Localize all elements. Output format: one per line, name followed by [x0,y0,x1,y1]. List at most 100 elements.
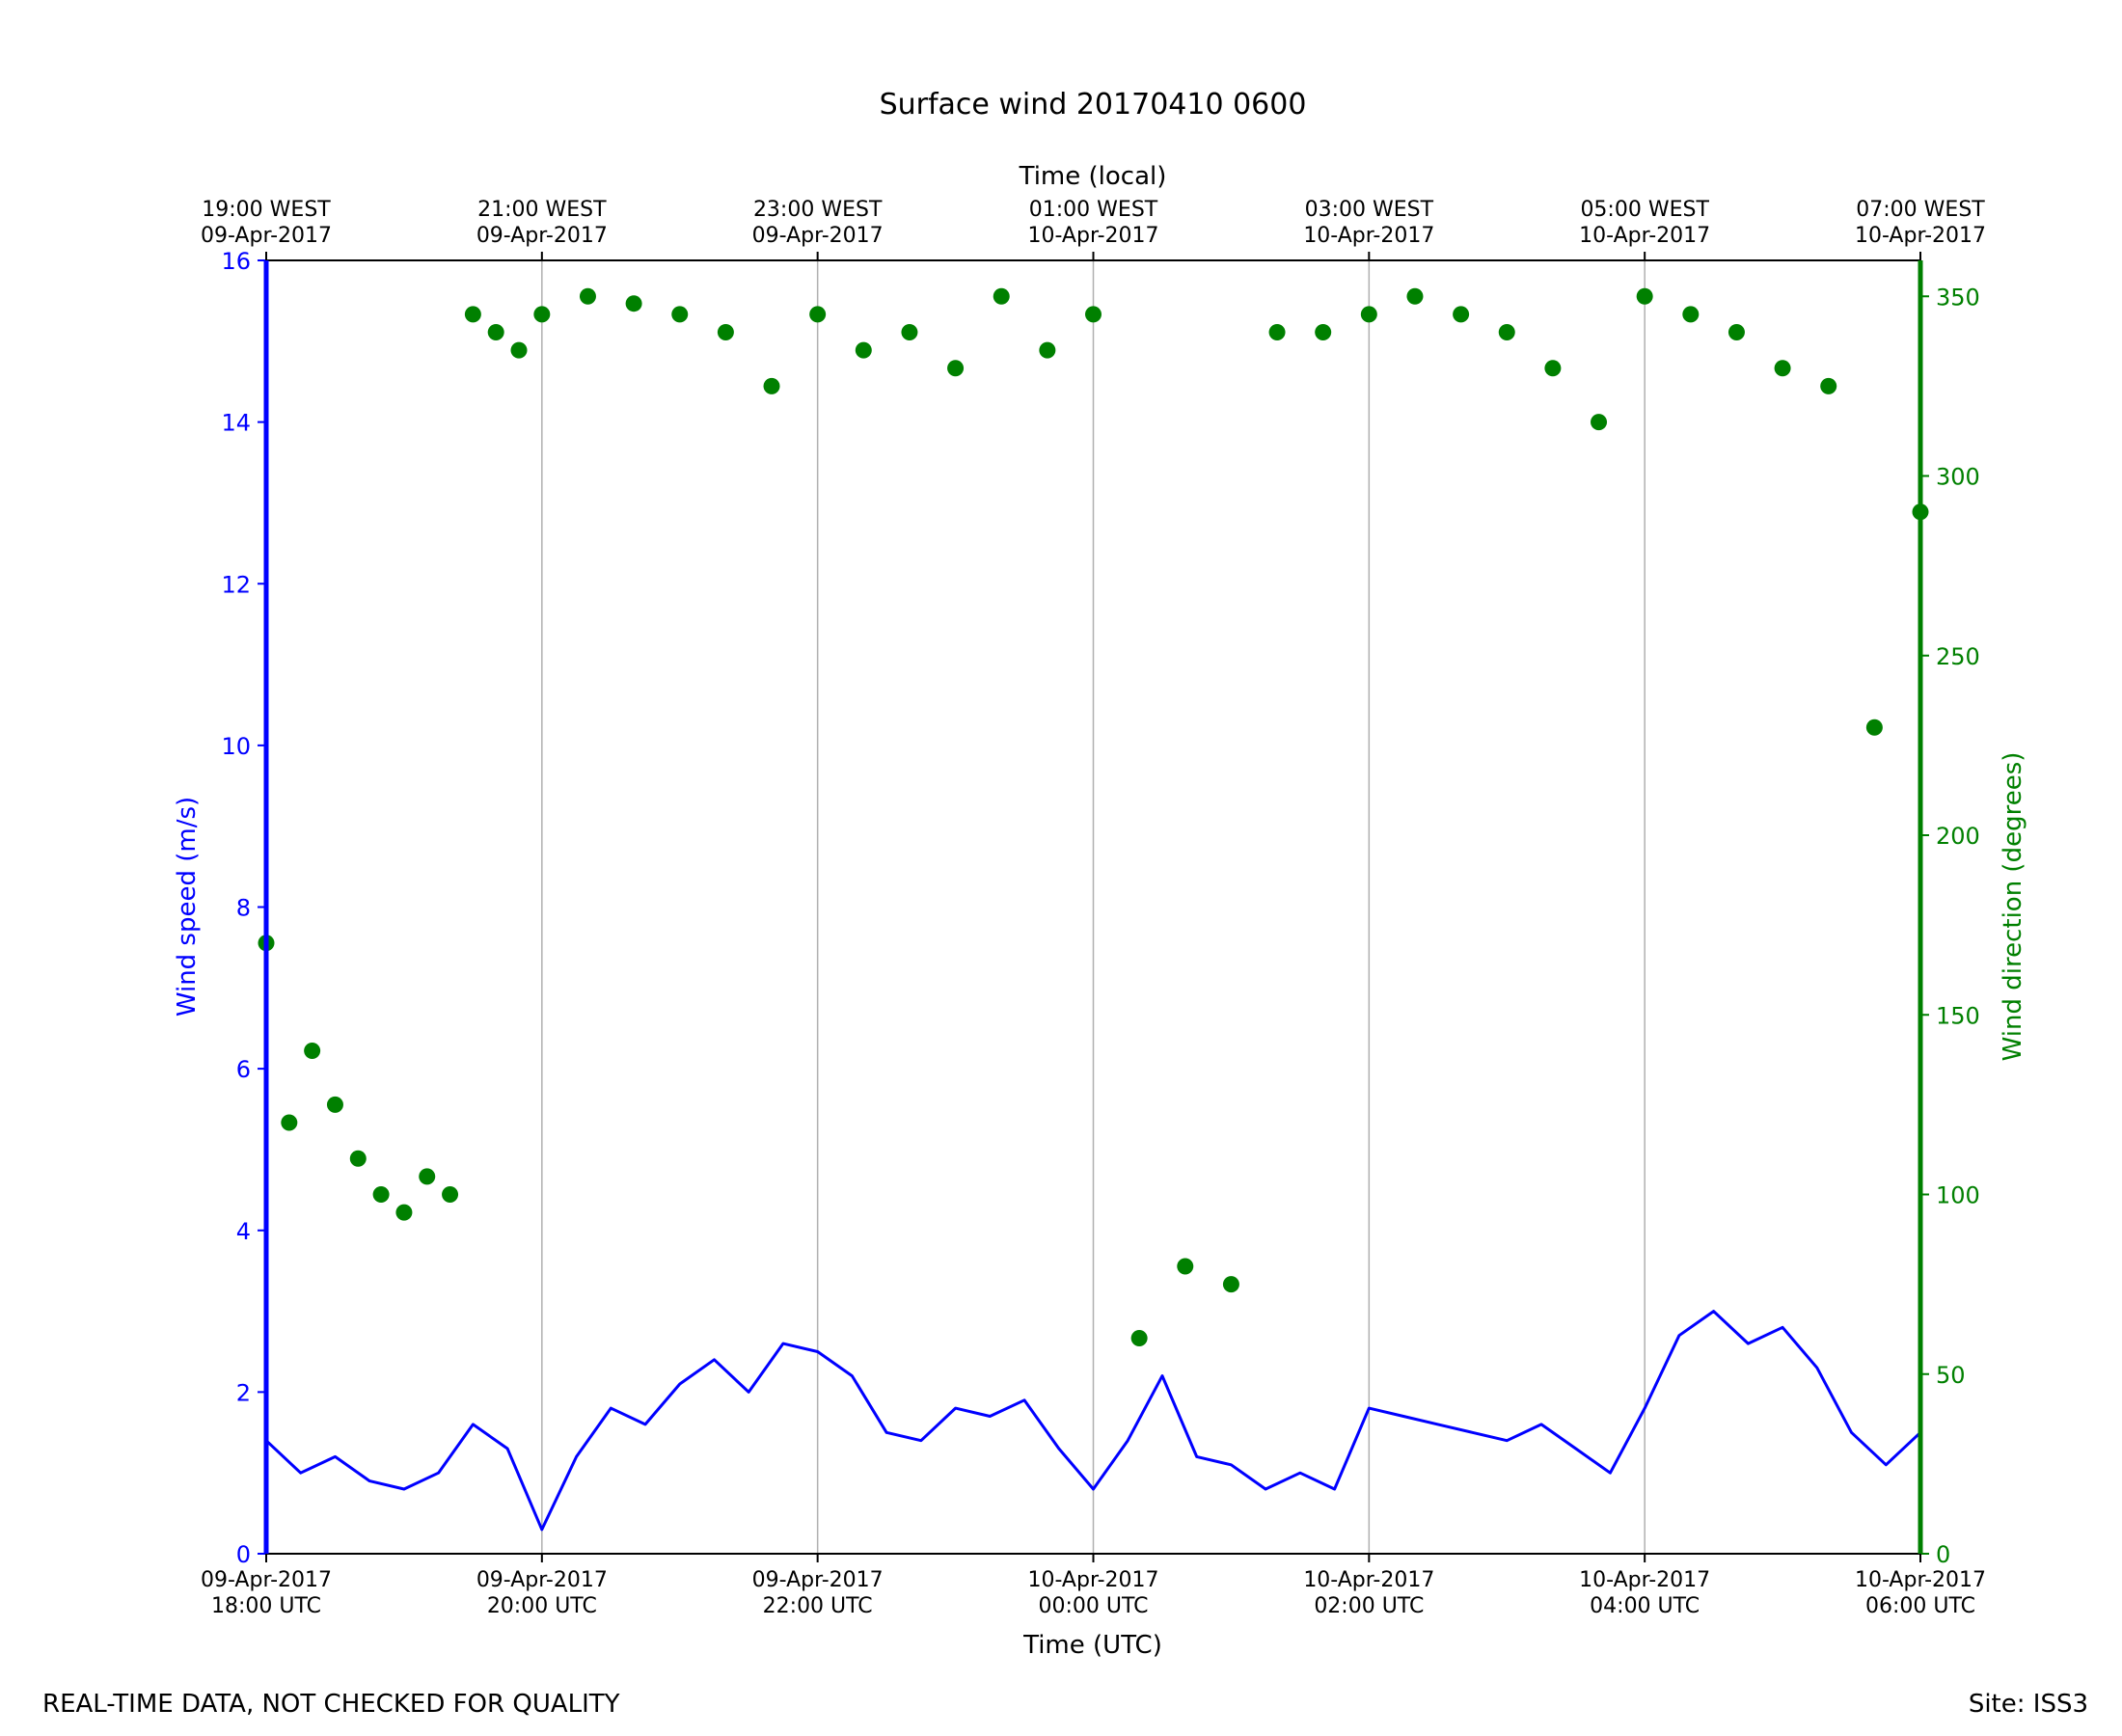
wind-speed-point [885,1431,887,1433]
wind-speed-point [1334,1488,1336,1490]
x-tick-label: 10-Apr-2017 [1855,1568,1986,1592]
wind-speed-point [368,1480,370,1482]
right-axis-label: Wind direction (degrees) [1999,752,2027,1062]
wind-speed-point [1472,1431,1474,1433]
x-tick-label: 20:00 UTC [487,1594,597,1618]
wind-speed-point [1782,1326,1783,1328]
top-tick-label: 10-Apr-2017 [1027,224,1158,248]
top-tick-label: 10-Apr-2017 [1579,224,1710,248]
wind-direction-point [947,360,965,377]
top-tick-label: 10-Apr-2017 [1855,224,1986,248]
wind-direction-point [1453,306,1470,323]
wind-direction-point [533,306,551,323]
wind-speed-point [1368,1407,1370,1409]
right-tick-label: 150 [1936,1002,1980,1029]
wind-speed-point [782,1343,784,1344]
wind-speed-point [1299,1472,1301,1474]
wind-speed-point [1851,1431,1853,1433]
wind-direction-point [671,306,689,323]
wind-direction-point [901,324,918,340]
wind-speed-point [403,1488,405,1490]
footer-site-label: Site: ISS3 [1969,1690,2088,1719]
wind-speed-point [1265,1488,1266,1490]
top-tick-label: 05:00 WEST [1580,198,1709,222]
wind-speed-point [506,1448,508,1450]
left-tick-label: 4 [236,1218,251,1245]
chart-title: Surface wind 20170410 0600 [880,88,1307,122]
wind-direction-point [1636,287,1653,305]
wind-speed-point [1575,1448,1577,1450]
x-tick-label: 00:00 UTC [1038,1594,1148,1618]
left-tick-label: 8 [236,895,251,922]
top-axis-label: Time (local) [1019,162,1167,191]
wind-direction-point [1544,360,1562,377]
wind-speed-point [1713,1311,1715,1313]
wind-direction-point [1682,306,1700,323]
wind-speed-point [955,1407,957,1409]
wind-direction-point [395,1204,413,1221]
wind-speed-point [1885,1464,1887,1466]
wind-direction-point [1177,1258,1194,1275]
wind-speed-point [300,1472,302,1474]
wind-speed-point [851,1375,853,1377]
bottom-axis-label: Time (UTC) [1022,1631,1162,1660]
wind-speed-point [679,1383,681,1385]
x-tick-label: 22:00 UTC [763,1594,873,1618]
wind-speed-point [334,1455,336,1457]
wind-speed-point [1127,1440,1129,1442]
wind-direction-point [1039,341,1056,359]
wind-direction-point [326,1096,343,1113]
wind-direction-point [304,1043,321,1059]
left-tick-label: 14 [221,410,251,437]
wind-speed-point [1196,1455,1198,1457]
left-tick-label: 10 [221,733,251,760]
x-tick-label: 10-Apr-2017 [1579,1568,1710,1592]
left-tick-label: 16 [221,248,251,275]
left-tick-label: 6 [236,1056,251,1083]
wind-direction-point [855,341,872,359]
wind-direction-point [1774,360,1791,377]
wind-direction-point [717,324,734,340]
left-tick-label: 2 [236,1379,251,1406]
right-axis-ticks: 0 50 100 150 200 250 300 350 [1920,284,1980,1568]
wind-direction-point [510,341,528,359]
top-tick-label: 09-Apr-2017 [476,224,608,248]
wind-direction-point [487,324,504,340]
top-tick-label: 19:00 WEST [202,198,331,222]
x-tick-label: 18:00 UTC [211,1594,321,1618]
wind-direction-point [1865,719,1883,736]
top-tick-label: 01:00 WEST [1029,198,1158,222]
wind-speed-point [989,1416,991,1418]
right-tick-label: 250 [1936,643,1980,670]
wind-speed-point [610,1407,612,1409]
wind-speed-point [1161,1375,1163,1377]
wind-speed-point [1644,1407,1646,1409]
wind-direction-point [1085,306,1102,323]
x-tick-label: 06:00 UTC [1865,1594,1975,1618]
wind-speed-point [1402,1416,1404,1418]
wind-speed-point [541,1529,543,1531]
x-tick-label: 09-Apr-2017 [752,1568,884,1592]
wind-direction-point [442,1186,459,1203]
wind-direction-point [625,295,642,312]
wind-speed-point [713,1359,715,1361]
wind-direction-point [579,287,596,305]
wind-direction-point [1728,324,1745,340]
top-tick-label: 07:00 WEST [1856,198,1985,222]
wind-speed-point [1747,1343,1749,1344]
left-axis-label: Wind speed (m/s) [173,797,202,1017]
wind-direction-point [763,377,780,394]
top-tick-label: 03:00 WEST [1305,198,1434,222]
wind-direction-point [1222,1276,1239,1293]
footer-quality-note: REAL-TIME DATA, NOT CHECKED FOR QUALITY [42,1690,620,1719]
x-tick-label: 09-Apr-2017 [476,1568,608,1592]
top-tick-label: 09-Apr-2017 [752,224,884,248]
wind-direction-point [419,1168,436,1185]
right-tick-label: 50 [1936,1362,1966,1389]
left-axis-ticks: 0 2 4 6 8 10 12 14 16 [221,248,266,1568]
wind-speed-point [576,1455,578,1457]
